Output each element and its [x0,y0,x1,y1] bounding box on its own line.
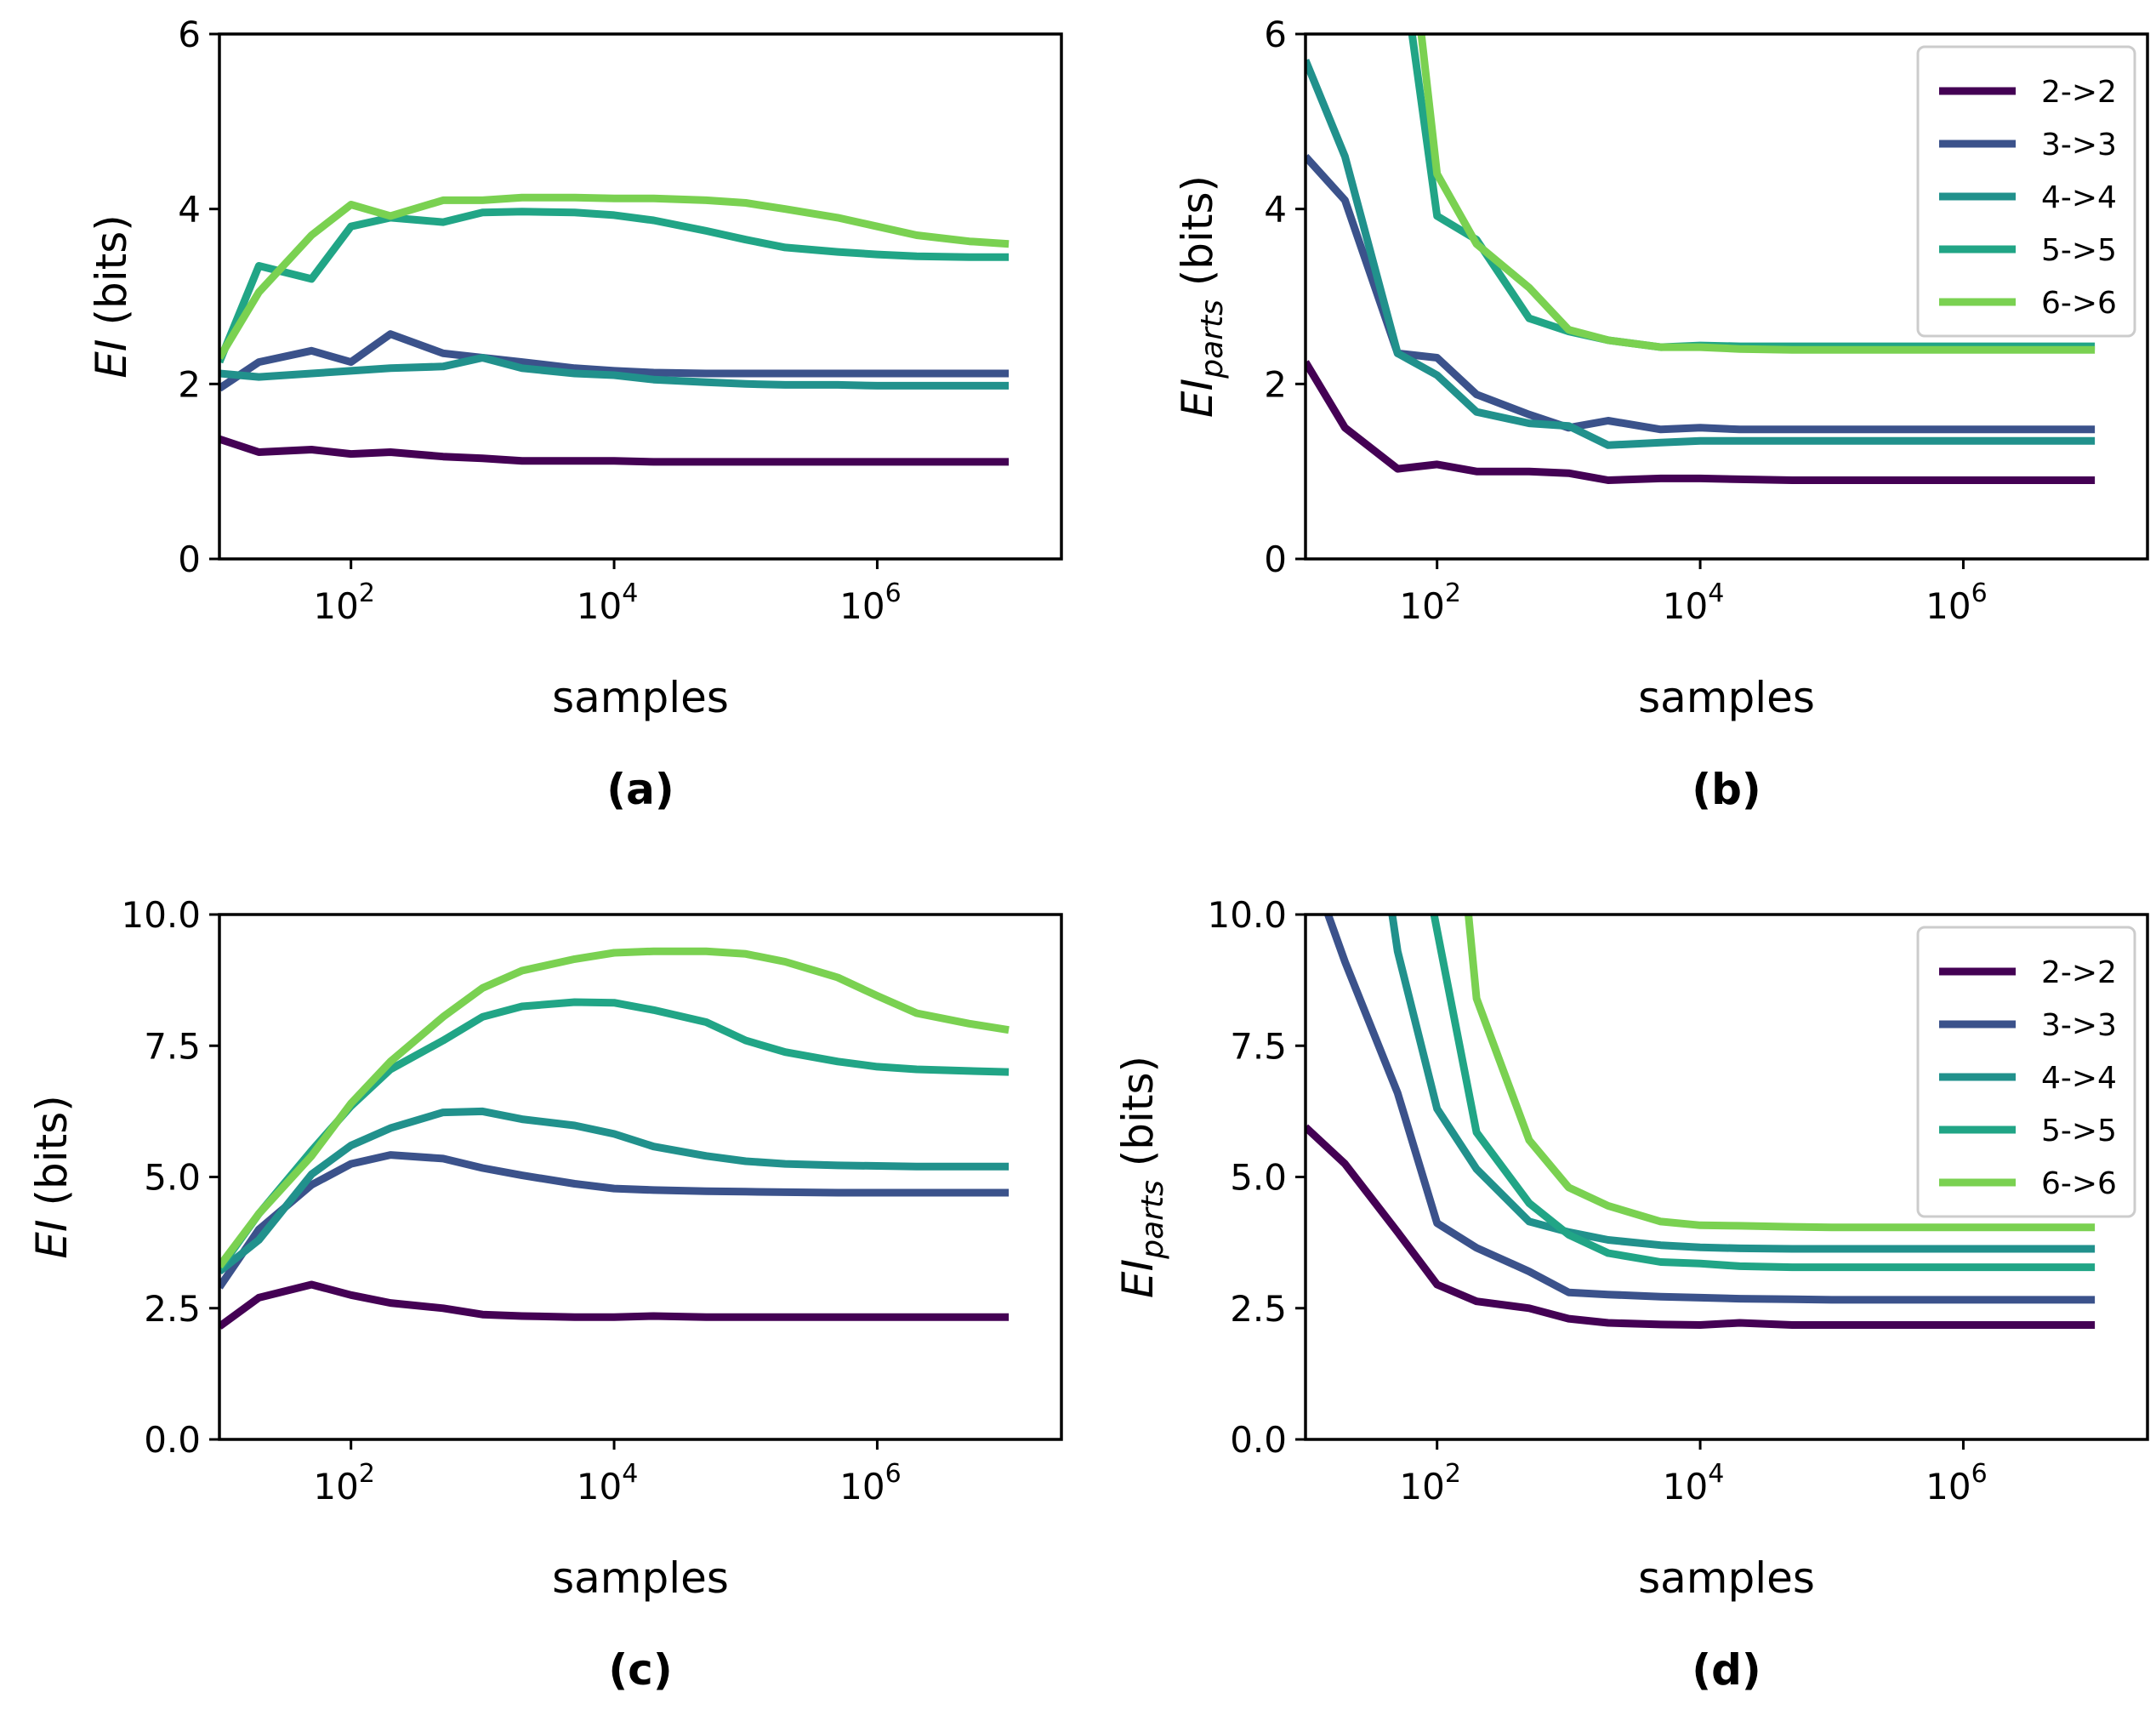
y-tick-label: 2 [1264,363,1287,405]
x-axis-label: samples [552,673,729,722]
series-line-6-to-6 [1417,34,2096,354]
x-tick-label: 106 [839,1459,902,1507]
series-line-6-to-6 [1465,915,2096,1232]
axes-frame [218,32,1063,561]
y-tick-label: 2 [178,363,201,405]
panel-label: (b) [1692,765,1761,814]
y-axis-label: EI (bits) [87,214,136,379]
panel-label: (a) [606,765,674,814]
x-tick-label: 106 [1926,1459,1988,1507]
axes-frame [218,913,1063,1441]
legend: 2->2 3->3 4->4 5->5 6->6 [1916,45,2136,338]
series-line-3-to-3 [219,330,1010,392]
series-line-5-to-5 [1430,915,2096,1272]
y-tick-label: 6 [1264,14,1287,55]
series-line-3-to-3 [1306,153,2096,434]
y-tick-label: 2.5 [144,1288,201,1330]
series-line-3-to-3 [219,1151,1010,1290]
series-line-2-to-2 [219,1280,1010,1330]
chart-panel-1: 0 2 4 6 102 104 106 samples EIparts (bits) (b) 2->… [1173,14,2149,814]
series-line-6-to-6 [219,947,1010,1269]
legend-entry-label: 5->5 [2041,1114,2117,1148]
x-tick-label: 102 [313,578,375,627]
legend-entry-label: 4->4 [2041,1061,2117,1096]
x-tick-label: 106 [1926,578,1988,627]
series-line-2-to-2 [219,435,1010,466]
series-line-5-to-5 [219,208,1010,364]
x-axis-label: samples [1638,673,1815,722]
x-tick-label: 102 [313,1459,375,1507]
y-tick-label: 7.5 [144,1025,201,1067]
x-tick-label: 102 [1399,1459,1461,1507]
y-axis-label: EIparts (bits) [1113,1056,1170,1298]
series-line-2-to-2 [1306,1124,2096,1329]
x-tick-label: 102 [1399,578,1461,627]
legend-entry-label: 2->2 [2041,955,2117,990]
x-tick-label: 104 [577,1459,639,1507]
y-tick-label: 6 [178,14,201,55]
chart-panel-2: 0.0 2.5 5.0 7.5 10.0 102 104 106 samples EI (bits… [27,894,1063,1695]
series-line-4-to-4 [1306,59,2096,449]
legend-entry-label: 3->3 [2041,1008,2117,1043]
y-tick-label: 2.5 [1230,1288,1287,1330]
series-line-4-to-4 [1388,915,2096,1253]
series-line-4-to-4 [219,354,1010,390]
series-line-4-to-4 [219,1107,1010,1275]
y-tick-label: 0.0 [1230,1419,1287,1461]
legend: 2->2 3->3 4->4 5->5 6->6 [1916,926,2136,1218]
x-axis-label: samples [552,1553,729,1603]
legend-entry-label: 3->3 [2041,128,2117,162]
y-tick-label: 0 [178,539,201,580]
x-tick-label: 106 [839,578,902,627]
series-line-6-to-6 [219,193,1010,360]
legend-box [1916,926,2136,1218]
legend-entry-label: 4->4 [2041,180,2117,215]
y-tick-label: 4 [1264,189,1287,231]
legend-entry-label: 5->5 [2041,233,2117,268]
x-tick-label: 104 [1663,1459,1725,1507]
panel-label: (c) [608,1645,672,1695]
x-axis-label: samples [1638,1553,1815,1603]
y-tick-label: 0 [1264,539,1287,580]
panel-label: (d) [1692,1645,1761,1695]
chart-panel-3: 0.0 2.5 5.0 7.5 10.0 102 104 106 samples EIparts … [1113,894,2149,1695]
y-tick-label: 0.0 [144,1419,201,1461]
chart-panel-0: 0 2 4 6 102 104 106 samples EI (bits) (a) [87,14,1063,814]
y-tick-label: 4 [178,189,201,231]
y-tick-label: 7.5 [1230,1025,1287,1067]
legend-box [1916,45,2136,338]
x-tick-label: 104 [1663,578,1725,627]
series-line-3-to-3 [1323,915,2096,1304]
y-axis-label: EI (bits) [27,1095,77,1259]
y-tick-label: 10.0 [121,894,201,936]
y-tick-label: 5.0 [1230,1157,1287,1199]
series-line-2-to-2 [1306,360,2096,484]
legend-entry-label: 2->2 [2041,75,2117,110]
legend-entry-label: 6->6 [2041,1166,2117,1201]
y-tick-label: 5.0 [144,1157,201,1199]
x-tick-label: 104 [577,578,639,627]
y-tick-label: 10.0 [1207,894,1287,936]
legend-entry-label: 6->6 [2041,286,2117,321]
axes-frame [1304,32,2149,561]
y-axis-label: EIparts (bits) [1173,175,1230,418]
